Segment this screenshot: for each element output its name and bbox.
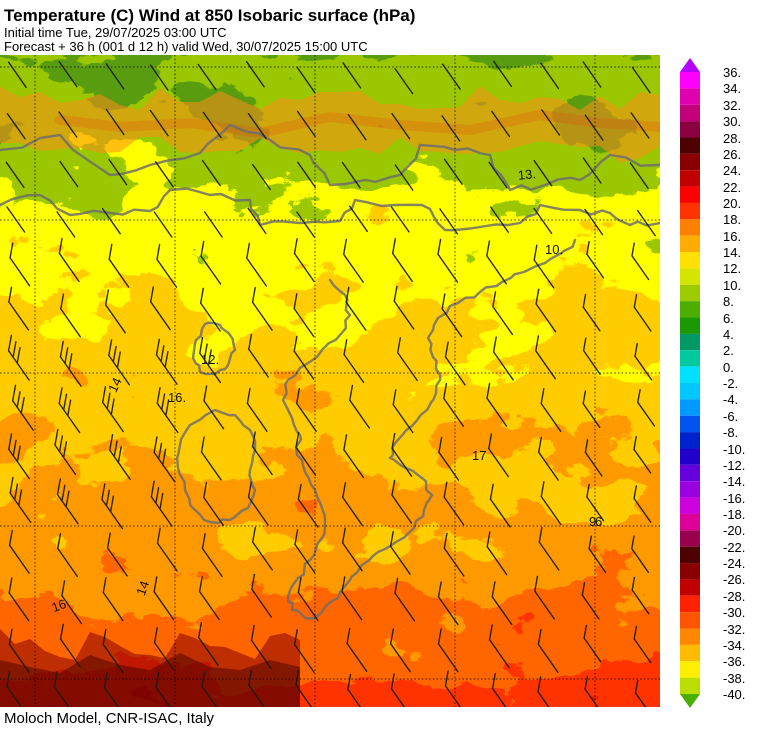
svg-text:16.: 16. xyxy=(168,390,186,405)
svg-text:17: 17 xyxy=(472,448,486,463)
svg-text:10.: 10. xyxy=(545,242,563,257)
svg-text:13.: 13. xyxy=(517,166,537,183)
